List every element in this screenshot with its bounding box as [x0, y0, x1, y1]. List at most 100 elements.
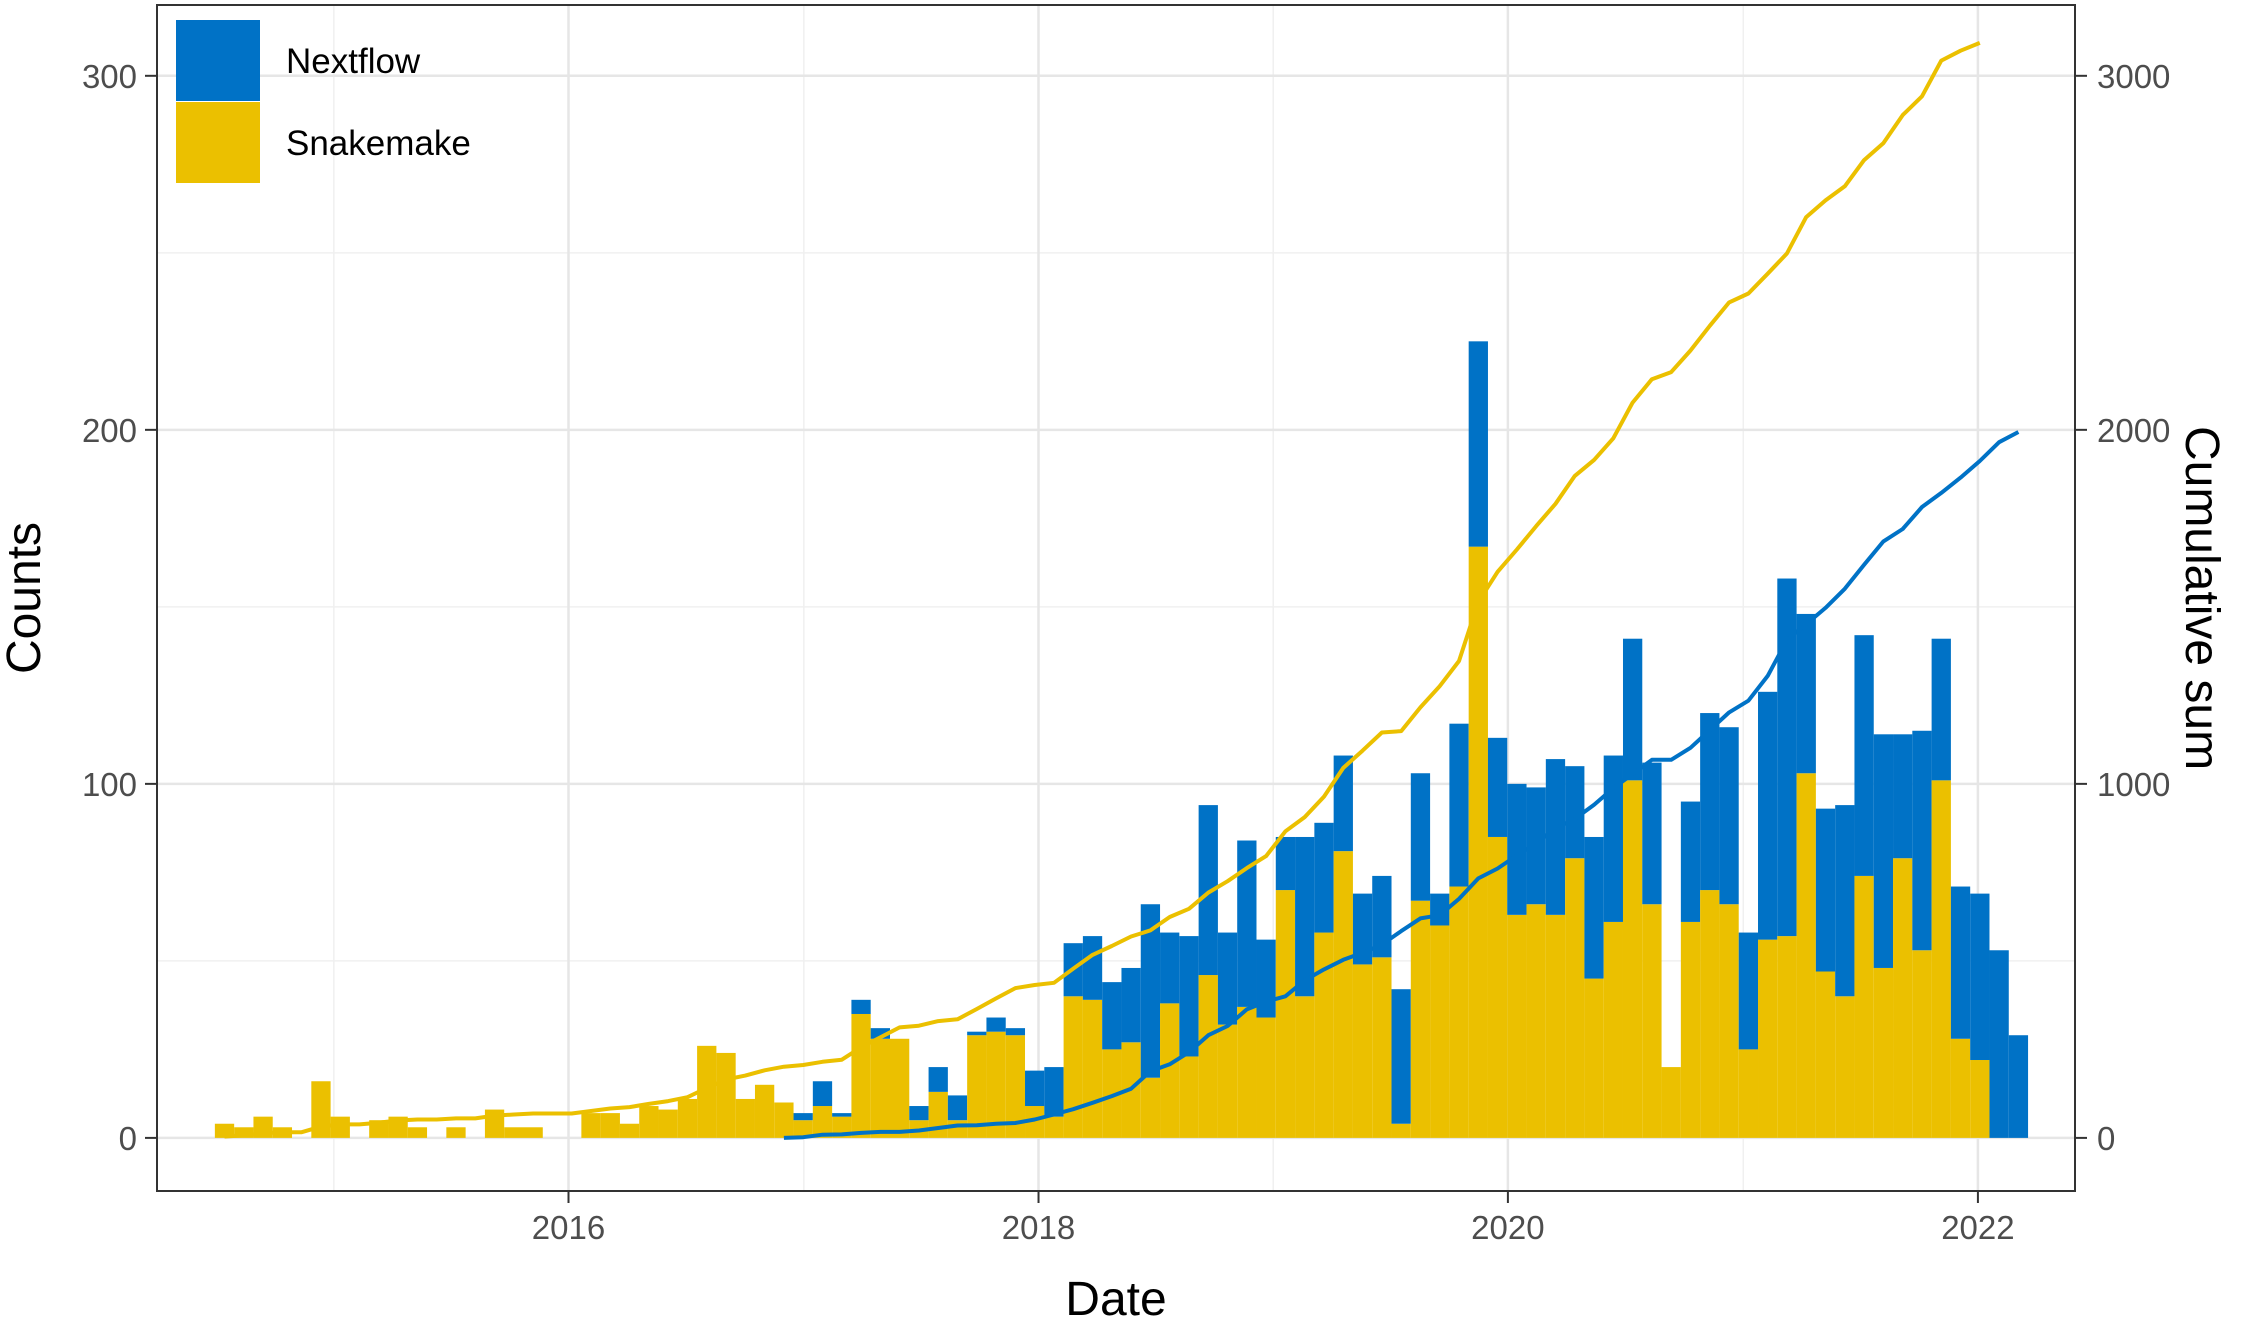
bar-nextflow: [1758, 691, 1778, 940]
bar-snakemake: [1545, 914, 1566, 1138]
bar-snakemake: [1487, 836, 1508, 1138]
bar-snakemake: [1931, 780, 1951, 1138]
bar-nextflow: [1468, 341, 1488, 547]
bar-snakemake: [1160, 1003, 1180, 1138]
bar-snakemake: [1661, 1067, 1681, 1138]
bar-nextflow: [1005, 1028, 1026, 1036]
bar-nextflow: [1372, 875, 1392, 958]
bar-snakemake: [1082, 999, 1103, 1138]
bar-snakemake: [619, 1123, 640, 1138]
bar-snakemake: [1256, 1017, 1276, 1138]
bar-nextflow: [2008, 1035, 2029, 1138]
bar-snakemake: [1179, 1056, 1199, 1138]
bar-nextflow: [1854, 635, 1874, 876]
bar-snakemake: [330, 1116, 350, 1138]
bar-nextflow: [1565, 766, 1585, 859]
bar-nextflow: [1237, 840, 1257, 1007]
bar-snakemake: [1719, 904, 1739, 1138]
bar-snakemake: [1410, 900, 1431, 1138]
bar-nextflow: [1121, 967, 1141, 1043]
bar-snakemake: [1584, 978, 1604, 1138]
cumulative-lines: [224, 41, 2020, 1140]
bar-snakemake: [793, 1120, 813, 1138]
bar-nextflow: [1179, 936, 1199, 1057]
bar-nextflow: [1738, 932, 1759, 1050]
bar-snakemake: [1835, 996, 1855, 1138]
bar-snakemake: [697, 1045, 717, 1138]
bar-nextflow: [1912, 730, 1932, 951]
y2-tick-label: 2000: [2097, 412, 2170, 449]
bar-nextflow: [1217, 932, 1238, 1025]
bar-snakemake: [716, 1052, 736, 1138]
bar-nextflow: [909, 1106, 929, 1121]
bar-snakemake: [928, 1091, 948, 1138]
y-tick-label: 100: [82, 766, 137, 803]
bar-snakemake: [1295, 996, 1315, 1138]
bar-snakemake: [1815, 971, 1836, 1138]
bar-nextflow: [1642, 762, 1662, 905]
bar-snakemake: [581, 1113, 601, 1138]
y2-tick-label: 0: [2097, 1120, 2115, 1157]
bar-nextflow: [1198, 805, 1218, 976]
legend-swatch-snakemake: [176, 102, 260, 183]
bar-snakemake: [1217, 1024, 1238, 1138]
bar-snakemake: [1198, 975, 1218, 1138]
bar-nextflow: [1680, 801, 1701, 922]
bar-nextflow: [1410, 773, 1431, 901]
bar-nextflow: [947, 1095, 968, 1121]
bar-snakemake: [1275, 890, 1296, 1138]
bar-snakemake: [870, 1038, 890, 1138]
bar-snakemake: [1468, 546, 1488, 1138]
bar-nextflow: [1873, 734, 1894, 968]
y2-axis-title: Cumulative sum: [2175, 426, 2228, 770]
bar-nextflow: [1391, 989, 1411, 1124]
bar-nextflow: [1140, 904, 1161, 1078]
bar-nextflow: [1603, 755, 1623, 922]
bar-snakemake: [1738, 1049, 1759, 1138]
x-tick-label: 2020: [1471, 1209, 1544, 1246]
bar-nextflow: [1719, 727, 1739, 905]
x-tick-label: 2022: [1941, 1209, 2014, 1246]
bar-snakemake: [851, 1013, 871, 1138]
bar-snakemake: [1603, 921, 1623, 1138]
bar-nextflow: [1275, 836, 1296, 891]
bar-snakemake: [1700, 890, 1720, 1138]
bar-snakemake: [1796, 773, 1816, 1138]
bar-nextflow: [851, 999, 871, 1014]
bar-nextflow: [1545, 759, 1566, 915]
bar-snakemake: [986, 1031, 1006, 1138]
bar-nextflow: [1584, 836, 1604, 979]
bar-nextflow: [1931, 638, 1951, 781]
bar-snakemake: [446, 1127, 466, 1138]
bar-snakemake: [1352, 964, 1373, 1138]
cumulative-line-snakemake: [224, 41, 1981, 1139]
bar-nextflow: [1970, 893, 1990, 1061]
bar-snakemake: [967, 1035, 987, 1138]
bar-snakemake: [1526, 904, 1546, 1138]
bar-snakemake: [407, 1127, 428, 1138]
bar-snakemake: [1777, 936, 1797, 1138]
bar-snakemake: [1372, 957, 1392, 1138]
bar-snakemake: [658, 1109, 678, 1138]
bar-nextflow: [812, 1081, 833, 1107]
bar-nextflow: [1989, 950, 2009, 1138]
bar-snakemake: [234, 1127, 254, 1138]
bar-nextflow: [1777, 578, 1797, 937]
bar-snakemake: [1873, 967, 1894, 1138]
bar-nextflow: [1333, 755, 1353, 852]
bar-snakemake: [1970, 1060, 1990, 1138]
bar-snakemake: [889, 1038, 910, 1138]
bar-nextflow: [1815, 808, 1836, 972]
bar-nextflow: [1295, 836, 1315, 997]
legend-label-nextflow: Nextflow: [286, 42, 421, 81]
bar-nextflow: [986, 1017, 1006, 1032]
bar-snakemake: [1950, 1038, 1971, 1138]
bar-nextflow: [967, 1031, 987, 1036]
bar-snakemake: [735, 1098, 755, 1138]
bar-snakemake: [1854, 875, 1874, 1138]
bar-nextflow: [1700, 713, 1720, 891]
legend-label-snakemake: Snakemake: [286, 124, 471, 163]
bar-snakemake: [639, 1106, 659, 1138]
